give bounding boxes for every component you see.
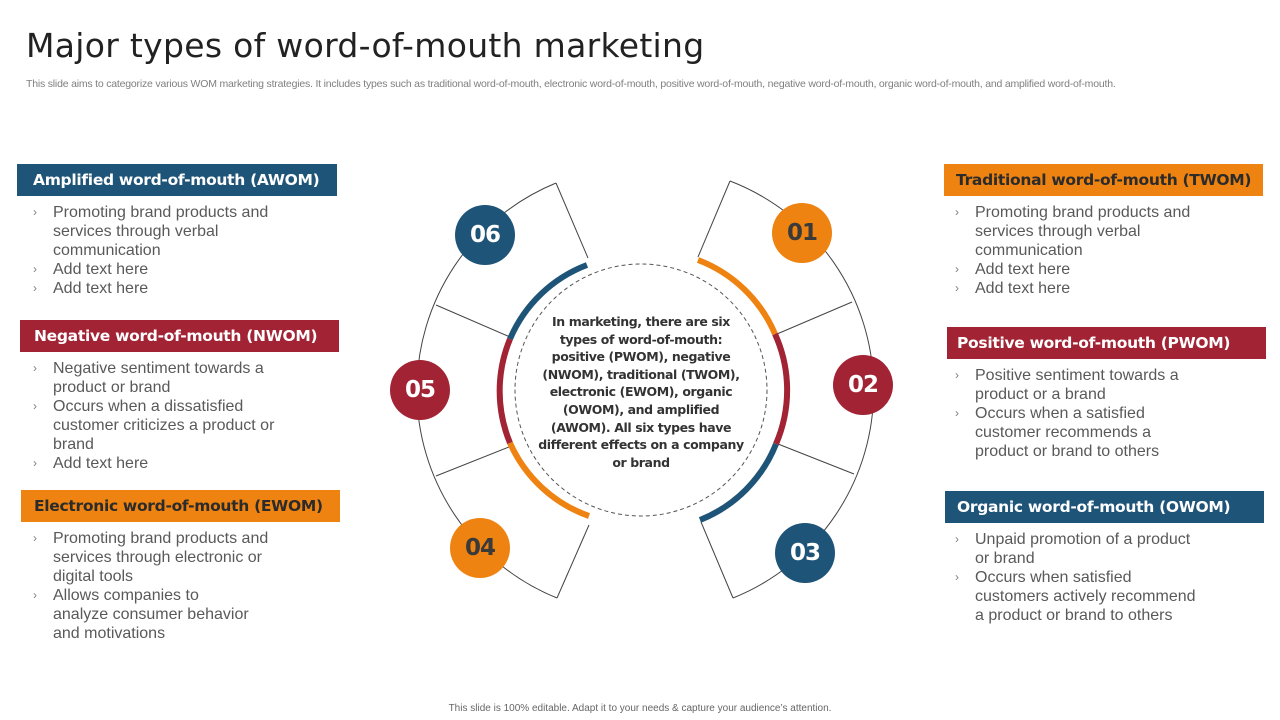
list-item: › Promoting brand products and services t… (955, 204, 1191, 259)
marker-02: 02 (833, 355, 893, 415)
card-nwom-header: Negative word-of-mouth (NWOM) (20, 320, 339, 352)
list-item: › Occurs when a satisfied customer recomm… (955, 405, 1160, 460)
card-owom: Organic word-of-mouth (OWOM) › Unpaid pro… (945, 491, 1264, 625)
marker-03: 03 (775, 523, 835, 583)
list-item: › Allows companies to analyze consumer be… (33, 587, 249, 642)
chevron-right-icon: › (955, 532, 959, 546)
list-item: › Add text here (33, 261, 149, 278)
card-twom-list: › Promoting brand products and services t… (944, 203, 1263, 298)
left-top-edge (555, 182, 589, 259)
chevron-right-icon: › (955, 205, 959, 219)
card-awom-title: Amplified word-of-mouth (AWOM) (33, 171, 320, 189)
card-ewom: Electronic word-of-mouth (EWOM) › Promoti… (21, 490, 340, 643)
arc-05-red (496, 337, 513, 445)
chevron-right-icon: › (33, 399, 37, 413)
marker-04: 04 (450, 518, 510, 578)
card-twom-title: Traditional word-of-mouth (TWOM) (956, 171, 1252, 189)
list-item: › Add text here (955, 261, 1071, 278)
right-divider-lower (777, 443, 855, 475)
left-bottom-edge (556, 524, 590, 599)
chevron-right-icon: › (33, 361, 37, 375)
list-item: › Add text here (33, 280, 149, 297)
card-pwom: Positive word-of-mouth (PWOM) › Positive … (947, 327, 1266, 461)
chevron-right-icon: › (33, 205, 37, 219)
marker-01: 01 (772, 203, 832, 263)
list-item: › Promoting brand products and services t… (33, 530, 269, 585)
card-twom-header: Traditional word-of-mouth (TWOM) (944, 164, 1263, 196)
right-bottom-edge (700, 521, 734, 599)
card-owom-list: › Unpaid promotion of a product or brand … (945, 530, 1264, 625)
card-nwom-list: › Negative sentiment towards a product or… (20, 359, 339, 473)
left-divider-lower (435, 446, 510, 477)
right-divider-upper (776, 301, 853, 335)
list-item: › Add text here (33, 455, 149, 472)
page-subtitle: This slide aims to categorize various WO… (26, 78, 1116, 90)
chevron-right-icon: › (33, 262, 37, 276)
card-pwom-title: Positive word-of-mouth (PWOM) (957, 334, 1231, 352)
chevron-right-icon: › (955, 262, 959, 276)
chevron-right-icon: › (955, 281, 959, 295)
marker-06: 06 (455, 205, 515, 265)
inner-dashed-circle (514, 263, 768, 517)
arc-06-blue (507, 262, 589, 341)
arc-01-orange (696, 257, 778, 336)
card-pwom-header: Positive word-of-mouth (PWOM) (947, 327, 1266, 359)
list-item: › Occurs when a dissatisfied customer cri… (33, 398, 275, 453)
footer-note: This slide is 100% editable. Adapt it to… (448, 703, 832, 714)
card-owom-header: Organic word-of-mouth (OWOM) (945, 491, 1264, 523)
card-nwom-title: Negative word-of-mouth (NWOM) (34, 327, 318, 345)
list-item: › Positive sentiment towards a product or… (955, 367, 1179, 403)
card-pwom-list: › Positive sentiment towards a product or… (947, 366, 1266, 461)
center-summary-text: In marketing, there are six types of wor… (538, 314, 744, 470)
card-ewom-title: Electronic word-of-mouth (EWOM) (34, 497, 323, 515)
list-item: › Add text here (955, 280, 1071, 297)
card-awom-list: › Promoting brand products and services t… (17, 203, 337, 298)
list-item: › Negative sentiment towards a product or… (33, 360, 264, 396)
card-awom-header: Amplified word-of-mouth (AWOM) (17, 164, 337, 196)
chevron-right-icon: › (33, 456, 37, 470)
left-divider-upper (435, 304, 511, 338)
page-title: Major types of word-of-mouth marketing (26, 26, 705, 65)
card-awom: Amplified word-of-mouth (AWOM) › Promotin… (17, 164, 337, 298)
chevron-right-icon: › (33, 531, 37, 545)
card-owom-title: Organic word-of-mouth (OWOM) (957, 498, 1231, 516)
chevron-right-icon: › (33, 281, 37, 295)
card-ewom-list: › Promoting brand products and services t… (21, 529, 340, 643)
right-top-edge (697, 180, 731, 258)
list-item: › Unpaid promotion of a product or brand (955, 531, 1191, 567)
marker-05: 05 (390, 360, 450, 420)
chevron-right-icon: › (955, 570, 959, 584)
list-item: › Occurs when satisfied customers activel… (955, 569, 1196, 624)
chevron-right-icon: › (33, 588, 37, 602)
arc-04-orange (507, 441, 590, 519)
chevron-right-icon: › (955, 406, 959, 420)
card-nwom: Negative word-of-mouth (NWOM) › Negative … (20, 320, 339, 473)
arc-02-red (772, 332, 791, 446)
list-item: › Promoting brand products and services t… (33, 204, 269, 259)
card-ewom-header: Electronic word-of-mouth (EWOM) (21, 490, 340, 522)
arc-03-blue (698, 442, 779, 523)
chevron-right-icon: › (955, 368, 959, 382)
card-twom: Traditional word-of-mouth (TWOM) › Promot… (944, 164, 1263, 298)
